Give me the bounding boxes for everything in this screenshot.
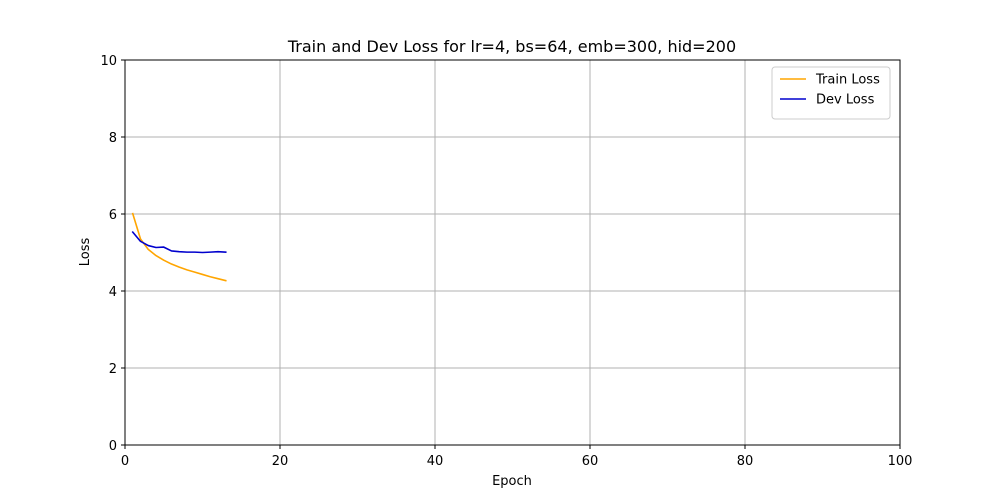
axis-ticks: 0 20 40 60 80 100 0 2 4 6 8 10 <box>100 54 912 469</box>
legend-label: Dev Loss <box>816 93 875 108</box>
legend-label: Train Loss <box>815 73 880 88</box>
y-axis-label: Loss <box>78 238 93 267</box>
chart-legend: Train Loss Dev Loss <box>771 66 891 120</box>
plot-frame <box>124 59 901 446</box>
x-tick-label: 60 <box>582 454 599 469</box>
legend-box <box>771 66 891 120</box>
y-tick-label: 4 <box>109 285 117 300</box>
y-tick-label: 10 <box>100 54 117 69</box>
y-tick-label: 2 <box>109 362 117 377</box>
x-tick-label: 100 <box>888 454 913 469</box>
y-tick-label: 0 <box>109 439 117 454</box>
x-tick-label: 40 <box>427 454 444 469</box>
y-tick-label: 6 <box>109 208 117 223</box>
train-loss-line <box>131 212 227 282</box>
x-tick-label: 0 <box>121 454 129 469</box>
x-tick-label: 80 <box>737 454 754 469</box>
series-layer <box>131 212 227 282</box>
chart-title: Train and Dev Loss for lr=4, bs=64, emb=… <box>287 37 736 56</box>
dev-loss-line <box>131 230 227 254</box>
x-tick-label: 20 <box>272 454 289 469</box>
x-axis-label: Epoch <box>492 474 532 489</box>
y-tick-label: 8 <box>109 131 117 146</box>
